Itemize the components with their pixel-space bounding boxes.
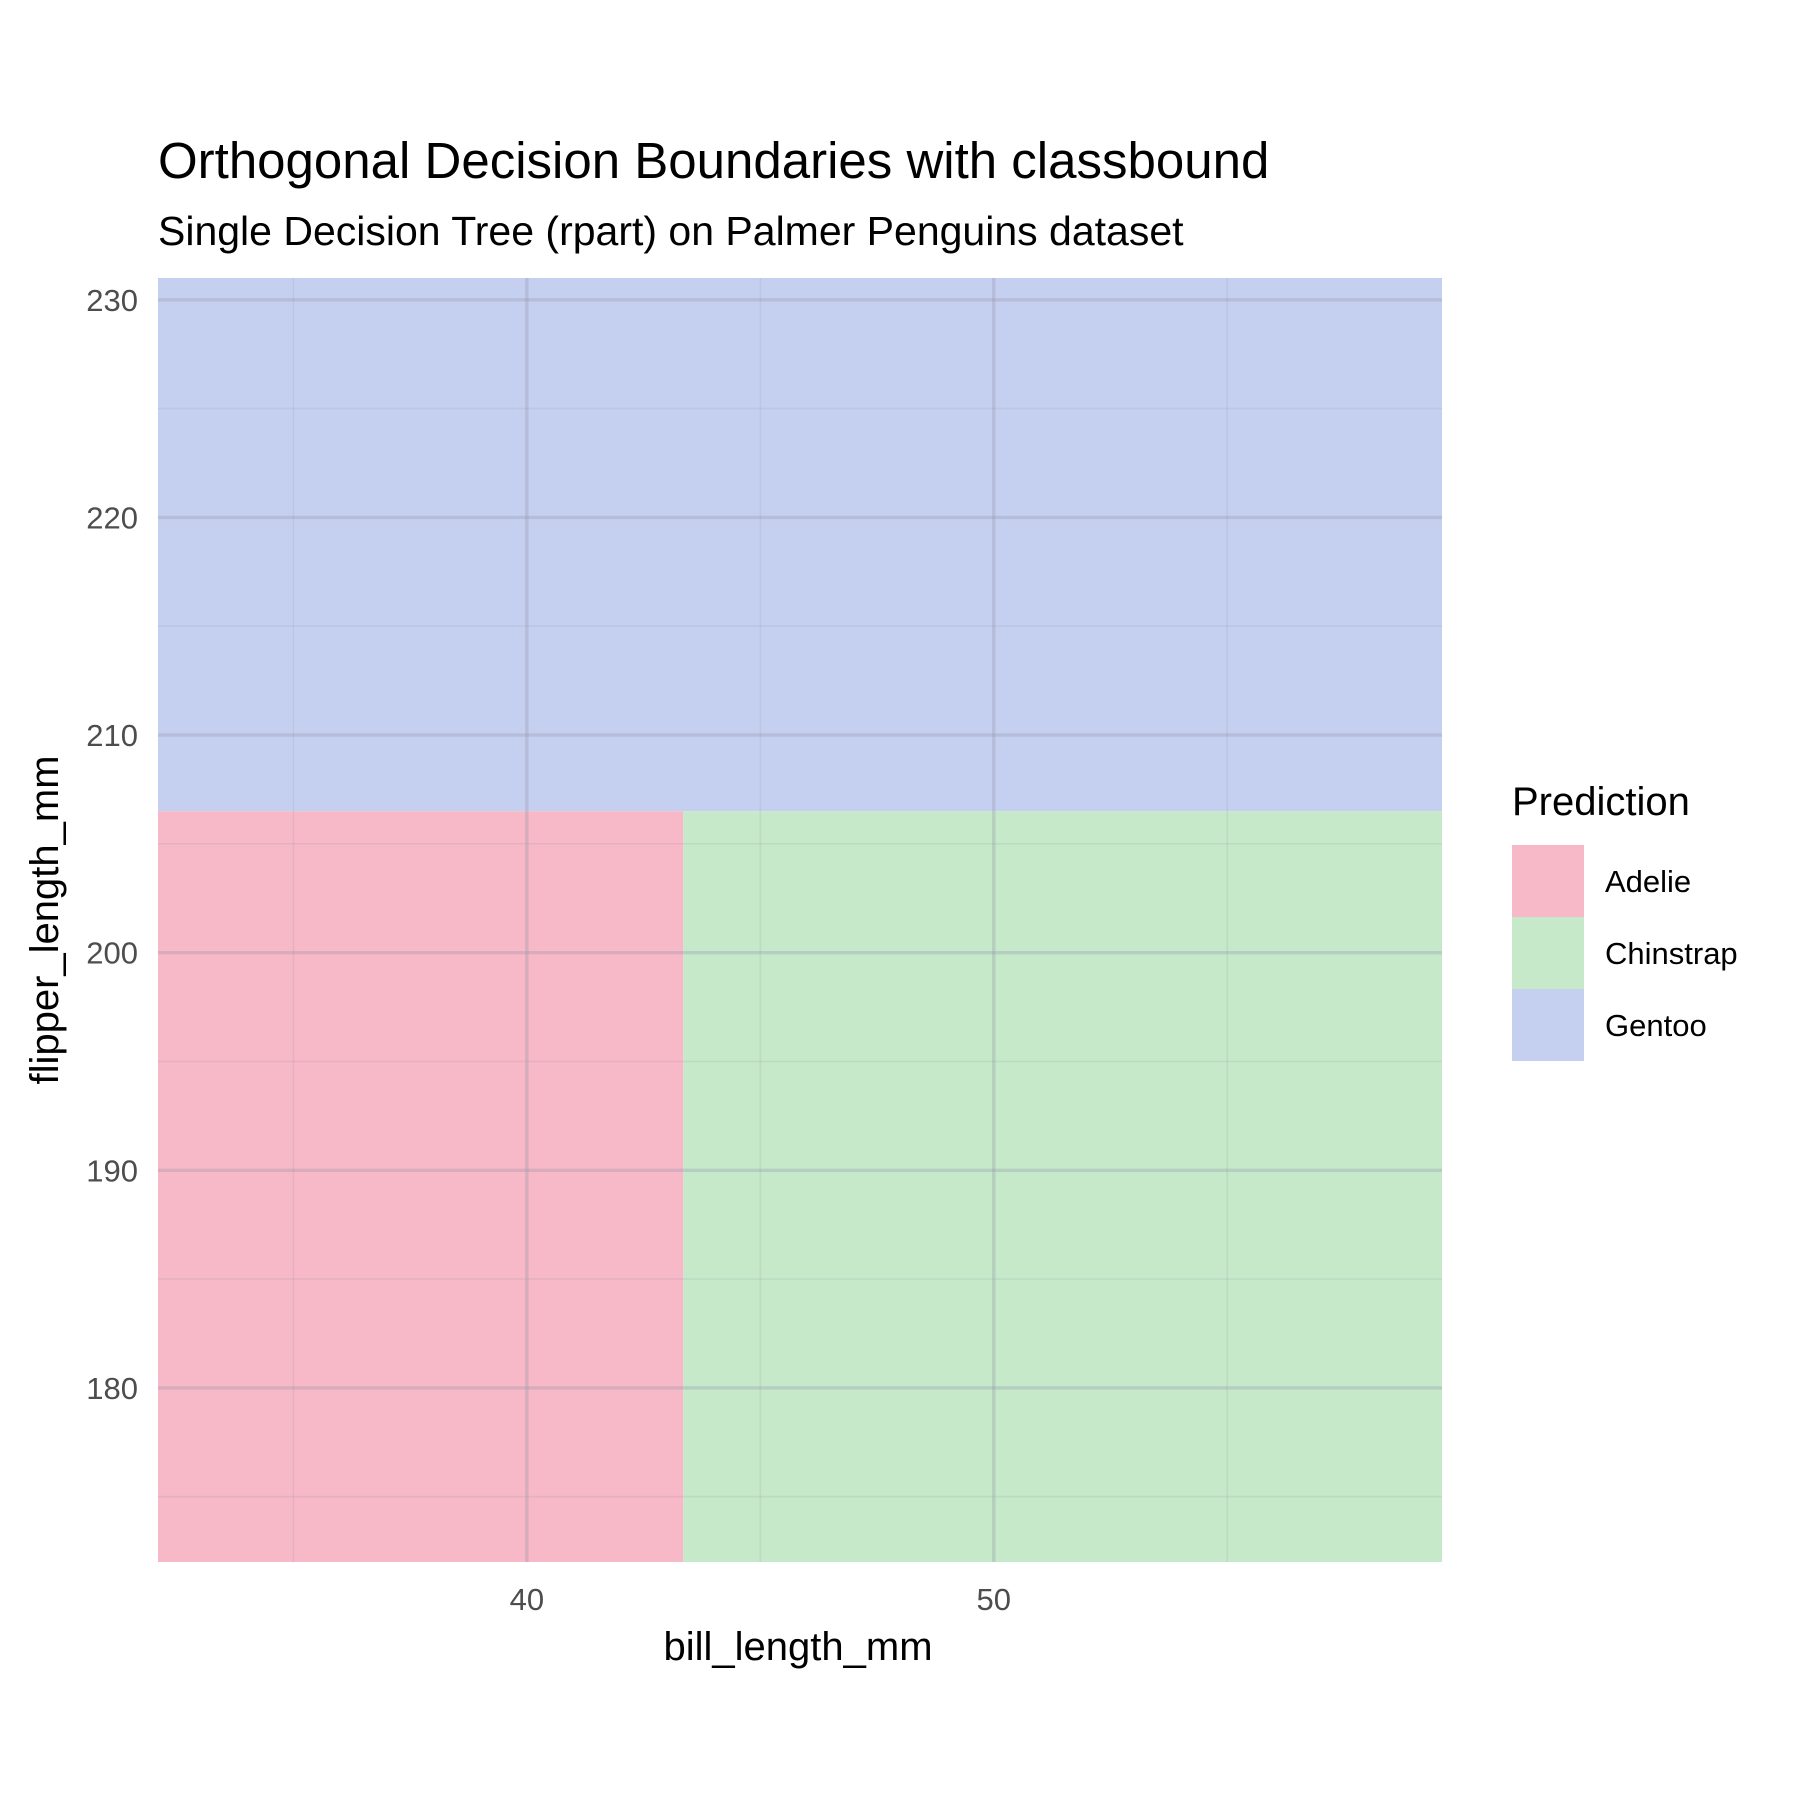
legend-key-gentoo — [1512, 989, 1584, 1061]
y-tick-label: 230 — [86, 283, 138, 318]
region-gentoo — [158, 278, 1442, 812]
legend-label-chinstrap: Chinstrap — [1605, 936, 1738, 971]
chart-title: Orthogonal Decision Boundaries with clas… — [158, 132, 1269, 189]
x-axis-ticks: 40 50 — [510, 1582, 1011, 1617]
y-tick-label: 190 — [86, 1153, 138, 1188]
legend-title: Prediction — [1512, 780, 1690, 824]
chart-subtitle: Single Decision Tree (rpart) on Palmer P… — [158, 208, 1184, 254]
x-tick-label: 40 — [510, 1582, 544, 1617]
x-axis-title: bill_length_mm — [663, 1625, 932, 1669]
region-adelie — [158, 811, 684, 1562]
y-tick-label: 220 — [86, 500, 138, 535]
x-tick-label: 50 — [977, 1582, 1011, 1617]
grid-lines — [158, 278, 1442, 1562]
legend-key-adelie — [1512, 845, 1584, 917]
prediction-regions — [158, 278, 1442, 1562]
legend: Prediction Adelie Chinstrap Gentoo — [1512, 780, 1738, 1061]
y-tick-label: 180 — [86, 1371, 138, 1406]
legend-key-chinstrap — [1512, 917, 1584, 989]
legend-label-adelie: Adelie — [1605, 864, 1691, 899]
region-chinstrap — [683, 811, 1442, 1562]
y-axis-ticks: 180 190 200 210 220 230 — [86, 283, 138, 1406]
y-tick-label: 210 — [86, 718, 138, 753]
y-axis-title: flipper_length_mm — [23, 755, 67, 1084]
legend-label-gentoo: Gentoo — [1605, 1008, 1707, 1043]
y-tick-label: 200 — [86, 936, 138, 971]
